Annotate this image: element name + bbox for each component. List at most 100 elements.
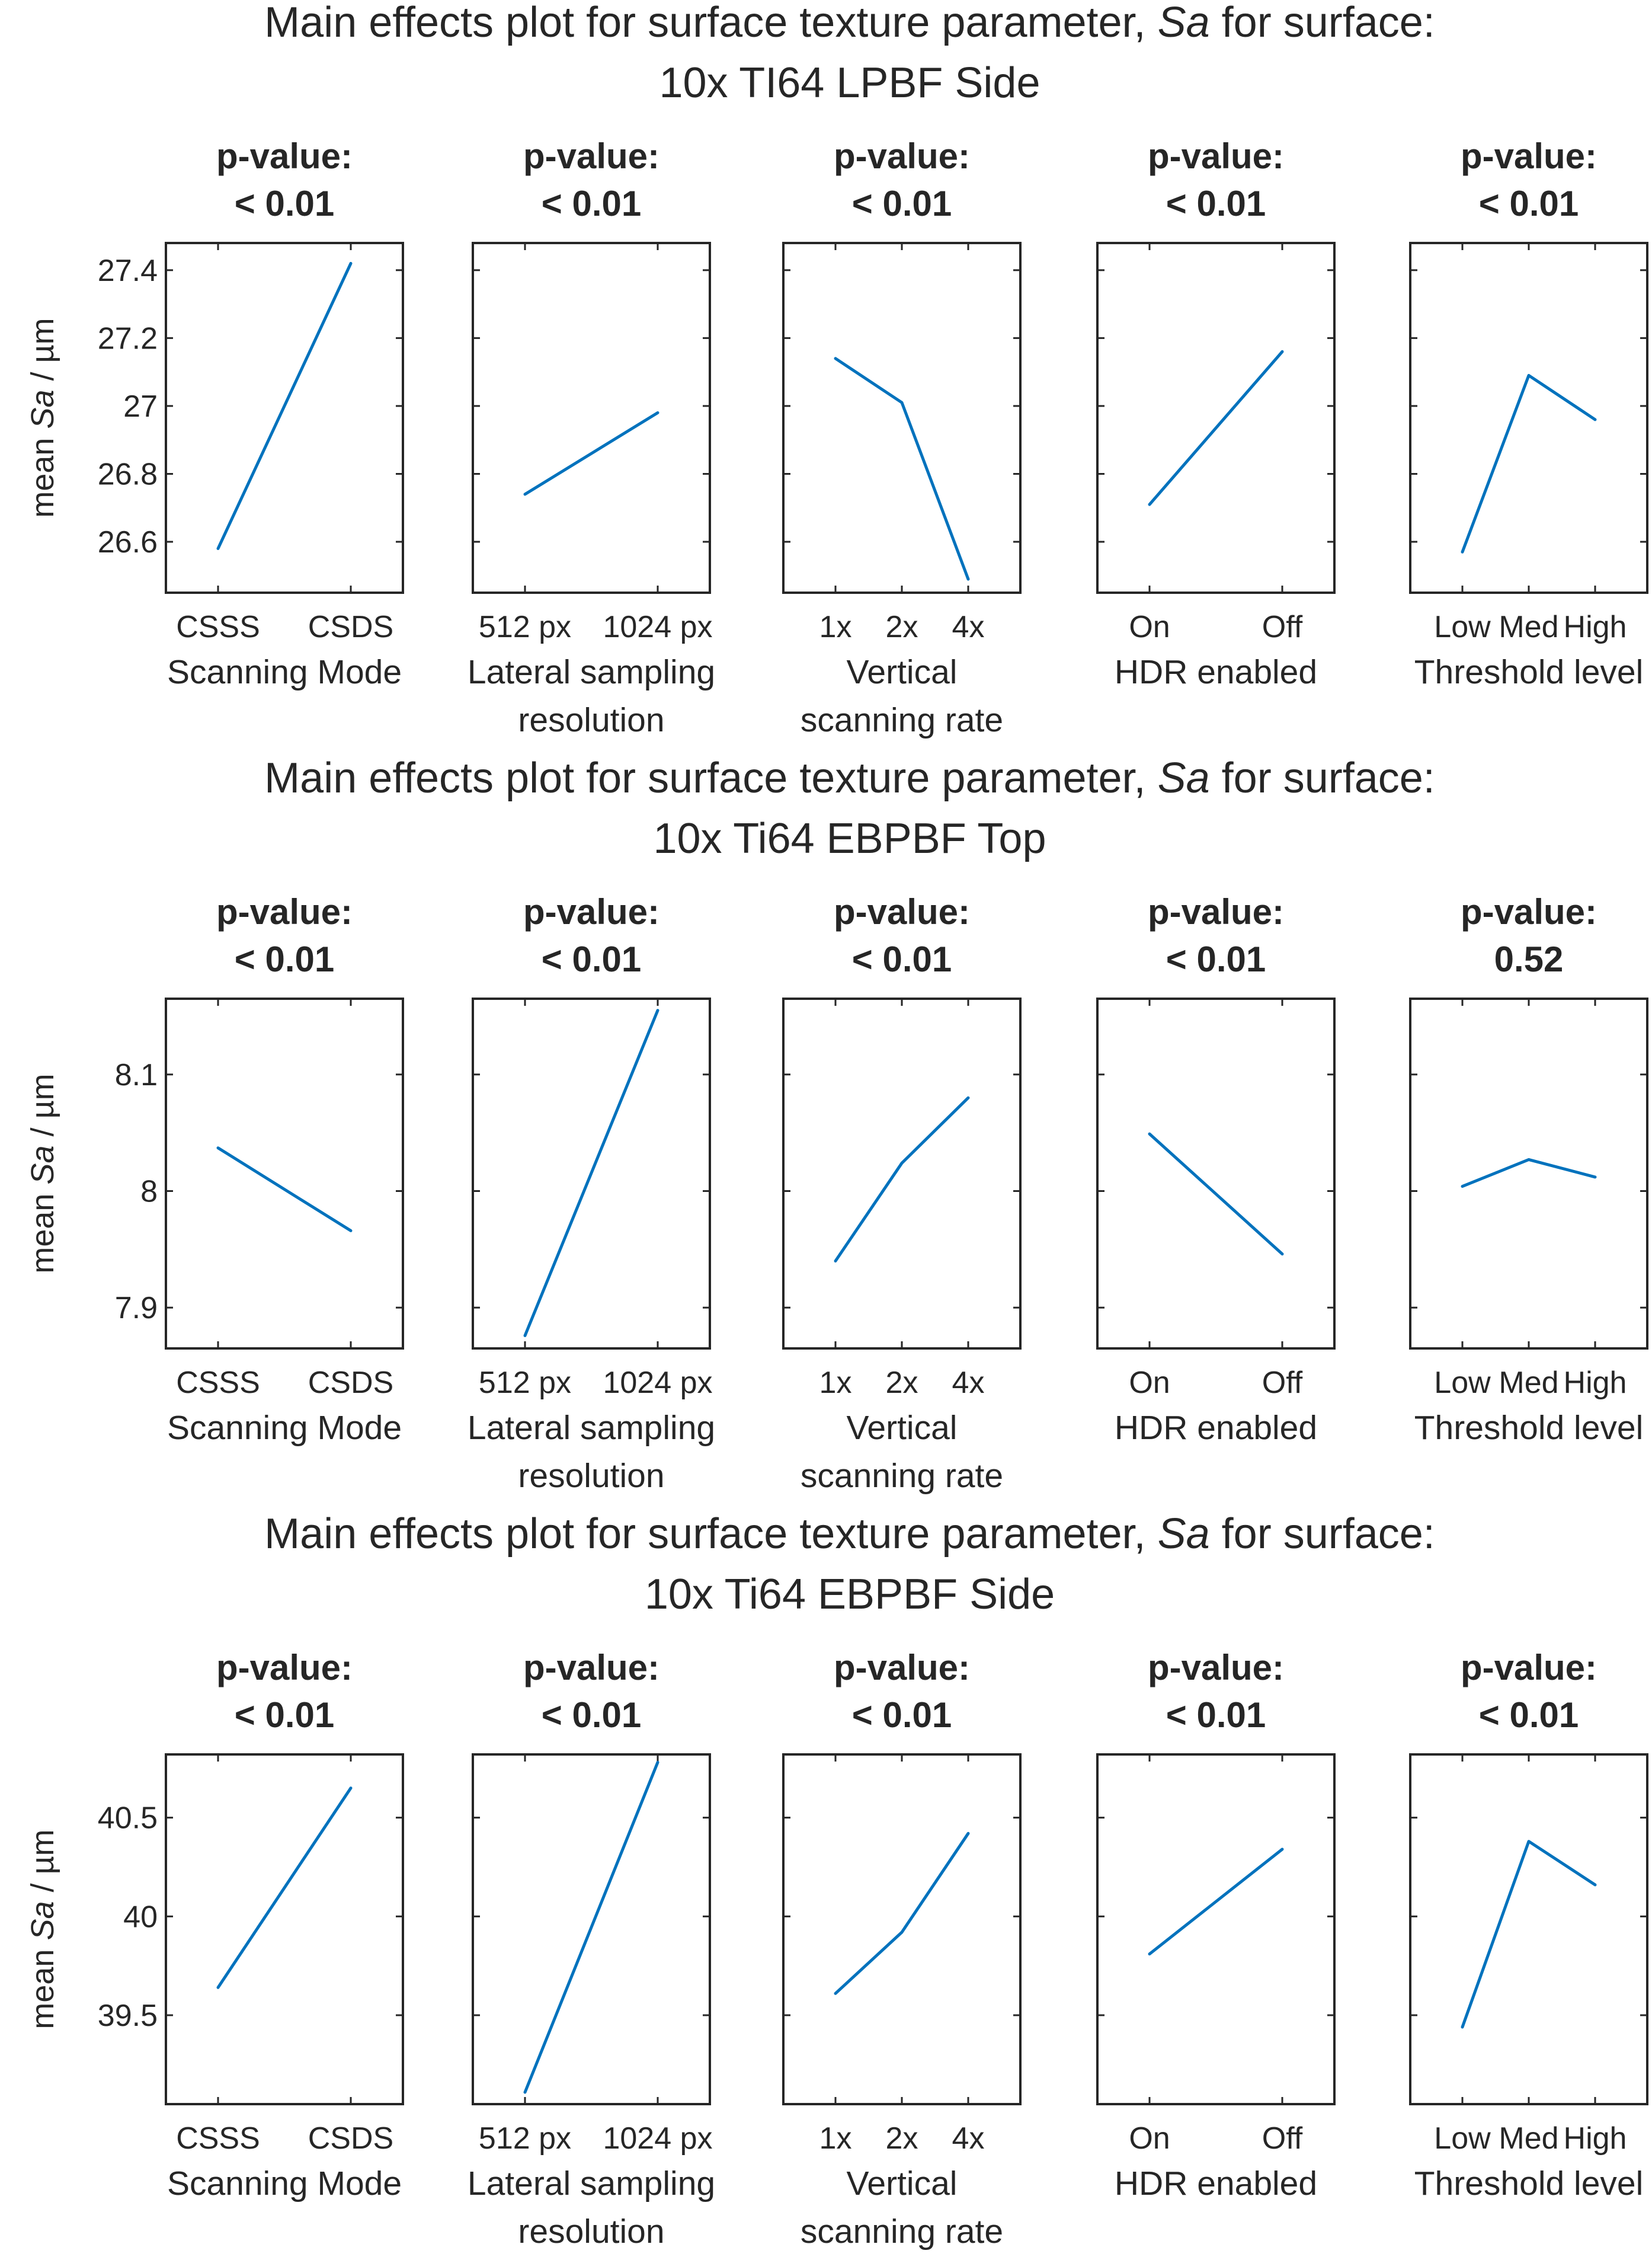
- axes-box: [1409, 242, 1648, 594]
- chart-title-line2: 10x Ti64 EBPBF Side: [645, 1571, 1055, 1618]
- p-value: < 0.01: [852, 184, 952, 223]
- effect-panel: p-value: < 0.01 512 px 1024 px Lateral sampl…: [468, 136, 715, 739]
- main-effect-line: [523, 1009, 659, 1337]
- x-axis-label: scanning rate: [801, 1457, 1003, 1495]
- axes-box: [1096, 242, 1336, 594]
- y-tick-label: 39.5: [98, 1999, 158, 2033]
- x-tick-label: On: [1129, 610, 1170, 644]
- x-tick-label: 4x: [952, 610, 985, 644]
- main-effect-line: [523, 411, 659, 496]
- x-tick-label: 4x: [952, 2121, 985, 2156]
- p-value: < 0.01: [542, 184, 642, 223]
- chart-title-line1: Main effects plot for surface texture pa…: [264, 755, 1435, 802]
- p-value: < 0.01: [235, 1695, 335, 1735]
- x-axis-label: Vertical: [847, 653, 958, 691]
- main-effect-line: [1461, 1158, 1597, 1188]
- x-axis-label: Lateral sampling: [468, 1409, 715, 1447]
- main-effect-line: [1461, 373, 1597, 554]
- p-value-label: p-value:: [1461, 892, 1597, 932]
- p-value: < 0.01: [852, 1695, 952, 1735]
- x-tick-label: 512 px: [479, 610, 571, 644]
- axes-box: [1096, 998, 1336, 1350]
- effect-panel: p-value: < 0.01 On Off HDR enabled: [1096, 136, 1336, 691]
- p-value-label: p-value:: [216, 1648, 353, 1687]
- x-axis-label: Lateral sampling: [468, 2165, 715, 2203]
- chart-title-line1: Main effects plot for surface texture pa…: [264, 1510, 1435, 1558]
- y-tick-label: 27.2: [98, 321, 158, 356]
- y-tick-label: 27: [123, 389, 158, 424]
- x-tick-label: CSSS: [176, 2121, 260, 2156]
- axes-box: [782, 242, 1022, 594]
- p-value: < 0.01: [1166, 939, 1266, 979]
- axes-box: [782, 1753, 1022, 2105]
- x-tick-label: On: [1129, 2121, 1170, 2156]
- x-axis-label: resolution: [518, 701, 664, 739]
- effect-panel: p-value: 0.52 Low Med High Threshold level: [1409, 892, 1648, 1447]
- x-tick-label: CSSS: [176, 610, 260, 644]
- axes-box: [165, 1753, 404, 2105]
- x-tick-label: 1024 px: [603, 610, 712, 644]
- effect-panel: p-value: < 0.01 1x 2x 4x Vertical scanning rat…: [782, 1648, 1022, 2251]
- effect-panel: p-value: < 0.01 39.5 40 40.5 CSSS CSDS Scanning…: [98, 1648, 404, 2203]
- x-axis-label: Threshold level: [1414, 653, 1644, 691]
- chart-title-line1: Main effects plot for surface texture pa…: [264, 0, 1435, 46]
- effect-panel: p-value: < 0.01 1x 2x 4x Vertical scanning rat…: [782, 136, 1022, 739]
- main-effect-line: [1148, 1132, 1284, 1256]
- x-axis-label: Scanning Mode: [167, 1409, 402, 1447]
- x-tick-label: 512 px: [479, 1366, 571, 1400]
- effect-panel: p-value: < 0.01 On Off HDR enabled: [1096, 892, 1336, 1447]
- p-value-label: p-value:: [523, 1648, 659, 1687]
- x-axis-label: scanning rate: [801, 2213, 1003, 2251]
- y-axis-label: mean Sa / µm: [25, 1829, 60, 2029]
- y-axis-label: mean Sa / µm: [25, 1073, 60, 1273]
- p-value: < 0.01: [1479, 1695, 1579, 1735]
- p-value-label: p-value:: [216, 892, 353, 932]
- p-value-label: p-value:: [216, 136, 353, 176]
- main-effect-line: [834, 1096, 970, 1262]
- effect-panel: p-value: < 0.01 512 px 1024 px Lateral sampl…: [468, 892, 715, 1495]
- x-tick-label: Low: [1434, 1366, 1491, 1400]
- x-tick-label: Med: [1499, 610, 1558, 644]
- x-axis-label: Lateral sampling: [468, 653, 715, 691]
- main-effect-line: [1461, 1840, 1597, 2029]
- axes-box: [1409, 998, 1648, 1350]
- x-tick-label: 1024 px: [603, 1366, 712, 1400]
- main-effect-line: [834, 357, 970, 581]
- p-value-label: p-value:: [834, 892, 970, 932]
- chart-row-2: Main effects plot for surface texture pa…: [25, 755, 1648, 1495]
- x-axis-label: Threshold level: [1414, 2165, 1644, 2203]
- p-value-label: p-value:: [1148, 1648, 1284, 1687]
- main-effect-line: [216, 1146, 353, 1232]
- x-axis-label: HDR enabled: [1115, 653, 1317, 691]
- x-tick-label: 4x: [952, 1366, 985, 1400]
- axes-box: [782, 998, 1022, 1350]
- main-effect-line: [1148, 1847, 1284, 1956]
- x-axis-label: HDR enabled: [1115, 2165, 1317, 2203]
- x-tick-label: High: [1564, 1366, 1627, 1400]
- y-tick-label: 27.4: [98, 254, 158, 288]
- x-axis-label: scanning rate: [801, 701, 1003, 739]
- main-effect-line: [216, 261, 353, 550]
- x-tick-label: 1x: [819, 610, 852, 644]
- x-tick-label: 2x: [886, 1366, 918, 1400]
- effect-panel: p-value: < 0.01 7.9 8 8.1 CSSS CSDS Scanning Mo…: [115, 892, 404, 1447]
- p-value: < 0.01: [1479, 184, 1579, 223]
- axes-box: [472, 242, 711, 594]
- x-tick-label: Off: [1262, 2121, 1303, 2156]
- y-tick-label: 8.1: [115, 1058, 158, 1092]
- x-tick-label: High: [1564, 610, 1627, 644]
- x-axis-label: Threshold level: [1414, 1409, 1644, 1447]
- x-tick-label: 1x: [819, 1366, 852, 1400]
- effect-panel: p-value: < 0.01 1x 2x 4x Vertical scanning rat…: [782, 892, 1022, 1495]
- chart-row-1: Main effects plot for surface texture pa…: [25, 0, 1648, 739]
- main-effect-line: [523, 1760, 659, 2094]
- x-axis-label: HDR enabled: [1115, 1409, 1317, 1447]
- x-tick-label: Med: [1499, 1366, 1558, 1400]
- y-tick-label: 40.5: [98, 1801, 158, 1836]
- p-value-label: p-value:: [834, 136, 970, 176]
- axes-box: [1096, 1753, 1336, 2105]
- x-tick-label: 2x: [886, 2121, 918, 2156]
- p-value: < 0.01: [235, 939, 335, 979]
- p-value: < 0.01: [542, 939, 642, 979]
